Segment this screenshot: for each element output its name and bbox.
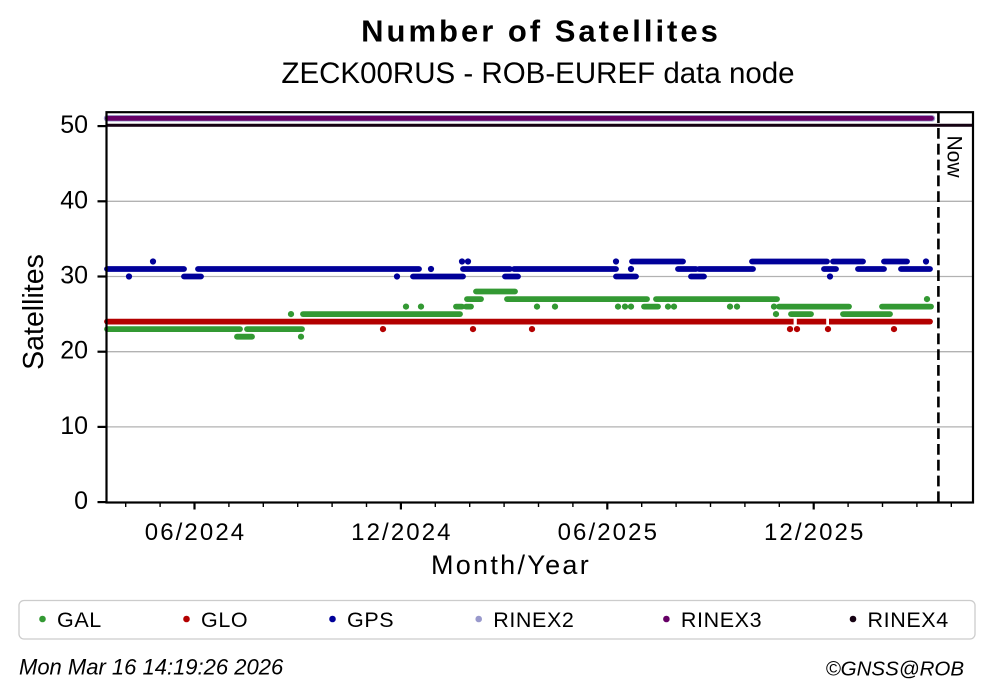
svg-text:Satellites: Satellites [18,254,50,370]
svg-text:Number of Satellites: Number of Satellites [361,14,721,49]
svg-text:GAL: GAL [57,608,102,632]
svg-text:GPS: GPS [347,608,394,632]
svg-text:40: 40 [60,186,88,214]
svg-text:Month/Year: Month/Year [431,550,591,580]
svg-text:30: 30 [60,262,88,290]
svg-text:ZECK00RUS - ROB-EUREF data nod: ZECK00RUS - ROB-EUREF data node [281,57,794,90]
svg-text:Mon Mar 16 14:19:26 2026: Mon Mar 16 14:19:26 2026 [19,655,284,680]
svg-text:06/2025: 06/2025 [558,519,659,546]
svg-text:GLO: GLO [201,608,248,632]
svg-text:20: 20 [60,337,88,365]
svg-text:RINEX3: RINEX3 [681,608,762,632]
svg-text:06/2024: 06/2024 [145,519,246,546]
svg-text:12/2024: 12/2024 [351,519,452,546]
svg-text:©GNSS@ROB: ©GNSS@ROB [826,658,964,681]
svg-text:0: 0 [74,487,88,515]
svg-text:50: 50 [60,111,88,139]
svg-text:10: 10 [60,412,88,440]
svg-text:12/2025: 12/2025 [764,519,865,546]
svg-text:Now: Now [942,136,965,179]
svg-text:RINEX2: RINEX2 [493,608,574,632]
svg-text:RINEX4: RINEX4 [868,608,949,632]
